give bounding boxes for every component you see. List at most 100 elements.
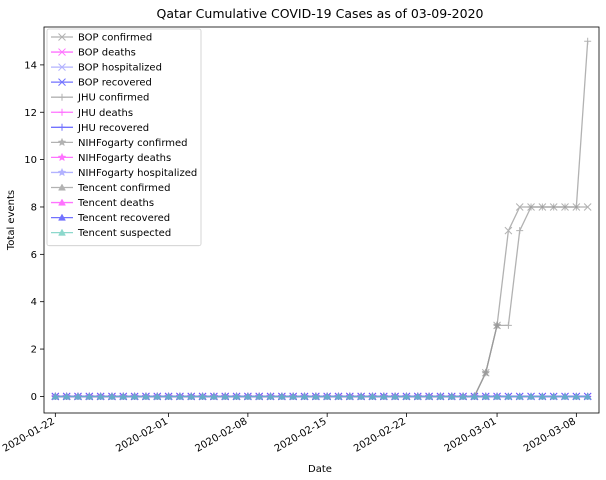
- legend-entry-6: JHU recovered: [77, 123, 149, 134]
- data-point-13-27: [357, 392, 366, 400]
- legend-swatch-1: [51, 48, 73, 56]
- legend-marker-5: [58, 108, 66, 116]
- data-point-13-39: [493, 392, 501, 400]
- legend-entry-2: BOP hospitalized: [78, 63, 162, 74]
- data-point-13-35: [447, 392, 456, 400]
- data-point-7-39: [492, 320, 502, 330]
- legend-box: [46, 28, 202, 247]
- data-point-13-13: [198, 392, 207, 400]
- legend-swatch-10: [51, 183, 73, 191]
- data-point-13-20: [277, 392, 286, 400]
- legend-entry-4: JHU confirmed: [77, 93, 149, 104]
- y-tick-label-0: 0: [31, 392, 37, 403]
- legend-marker-11: [58, 198, 66, 206]
- legend-marker-13: [58, 228, 66, 236]
- legend-marker-12: [58, 213, 66, 221]
- legend-swatch-7: [51, 137, 73, 147]
- legend-marker-0: [58, 33, 66, 41]
- legend-marker-2: [58, 63, 66, 71]
- data-point-13-11: [175, 392, 184, 400]
- series-13: [51, 392, 592, 400]
- legend-entry-5: JHU deaths: [77, 108, 133, 119]
- data-point-13-38: [481, 392, 490, 400]
- data-point-4-41: [516, 227, 524, 235]
- data-point-13-1: [62, 392, 71, 400]
- data-point-13-25: [334, 392, 343, 400]
- legend-marker-10: [58, 183, 66, 191]
- data-point-13-18: [255, 392, 264, 400]
- legend-swatch-5: [51, 108, 73, 116]
- data-point-13-31: [402, 392, 411, 400]
- data-point-13-16: [232, 392, 241, 400]
- data-point-4-47: [584, 37, 592, 45]
- data-point-13-40: [504, 392, 513, 400]
- y-tick-label-4: 8: [31, 202, 37, 213]
- data-point-0-41: [515, 203, 524, 211]
- data-point-4-43: [538, 203, 546, 211]
- data-point-13-47: [583, 392, 592, 400]
- data-point-13-32: [413, 392, 422, 400]
- legend-entry-10: Tencent confirmed: [77, 183, 170, 194]
- chart-title: Qatar Cumulative COVID-19 Cases as of 03…: [157, 6, 484, 21]
- legend-entry-0: BOP confirmed: [78, 33, 152, 44]
- data-point-13-14: [209, 392, 218, 400]
- legend-marker-1: [58, 48, 66, 56]
- legend-marker-7: [57, 137, 67, 147]
- data-point-13-28: [368, 392, 377, 400]
- legend-entry-11: Tencent deaths: [77, 198, 154, 209]
- data-point-13-7: [130, 392, 139, 400]
- data-point-13-33: [425, 392, 434, 400]
- legend-entry-12: Tencent recovered: [77, 213, 170, 224]
- data-point-13-8: [142, 392, 150, 400]
- legend-swatch-11: [51, 198, 73, 206]
- data-point-13-43: [538, 392, 547, 400]
- x-axis-label: Date: [308, 464, 332, 475]
- data-point-13-19: [266, 392, 275, 400]
- legend-swatch-6: [51, 123, 73, 131]
- legend-entry-13: Tencent suspected: [77, 228, 171, 239]
- data-point-13-37: [470, 392, 479, 400]
- legend: BOP confirmed BOP deaths BOP hospitalized B…: [46, 28, 202, 247]
- data-point-13-21: [289, 392, 298, 400]
- data-point-13-44: [549, 392, 558, 400]
- legend-swatch-12: [51, 213, 73, 221]
- data-point-13-5: [108, 392, 116, 400]
- legend-marker-4: [58, 93, 66, 101]
- y-tick-label-2: 4: [31, 297, 37, 308]
- legend-swatch-9: [51, 167, 73, 177]
- legend-entry-8: NIHFogarty deaths: [78, 153, 171, 164]
- data-point-13-9: [153, 392, 162, 400]
- data-point-13-22: [300, 392, 309, 400]
- y-tick-label-6: 12: [24, 108, 37, 119]
- legend-swatch-13: [51, 228, 73, 236]
- data-point-13-42: [527, 392, 535, 400]
- data-point-0-40: [504, 226, 513, 235]
- legend-entry-9: NIHFogarty hospitalized: [78, 168, 197, 179]
- legend-entry-3: BOP recovered: [78, 78, 152, 89]
- y-tick-label-5: 10: [24, 155, 37, 166]
- data-point-4-40: [504, 321, 512, 329]
- data-point-4-46: [572, 203, 580, 211]
- legend-marker-8: [57, 152, 67, 162]
- legend-marker-9: [57, 167, 67, 177]
- legend-entry-1: BOP deaths: [78, 48, 136, 59]
- data-point-13-6: [119, 392, 128, 400]
- y-tick-label-3: 6: [31, 250, 37, 261]
- data-point-13-34: [436, 392, 445, 400]
- data-point-0-47: [583, 203, 592, 211]
- data-point-7-38: [481, 368, 491, 377]
- legend-marker-6: [58, 123, 66, 131]
- data-point-4-45: [561, 203, 569, 211]
- legend-marker-3: [58, 78, 66, 87]
- data-point-13-3: [85, 392, 94, 400]
- data-point-13-41: [515, 392, 524, 400]
- legend-swatch-3: [51, 78, 73, 87]
- data-point-13-24: [323, 392, 332, 400]
- data-point-13-29: [379, 392, 388, 400]
- data-point-4-42: [527, 203, 535, 211]
- data-point-13-4: [96, 392, 105, 400]
- data-point-13-30: [391, 392, 400, 400]
- series-layer: [50, 37, 592, 401]
- axes-spine: [43, 26, 600, 414]
